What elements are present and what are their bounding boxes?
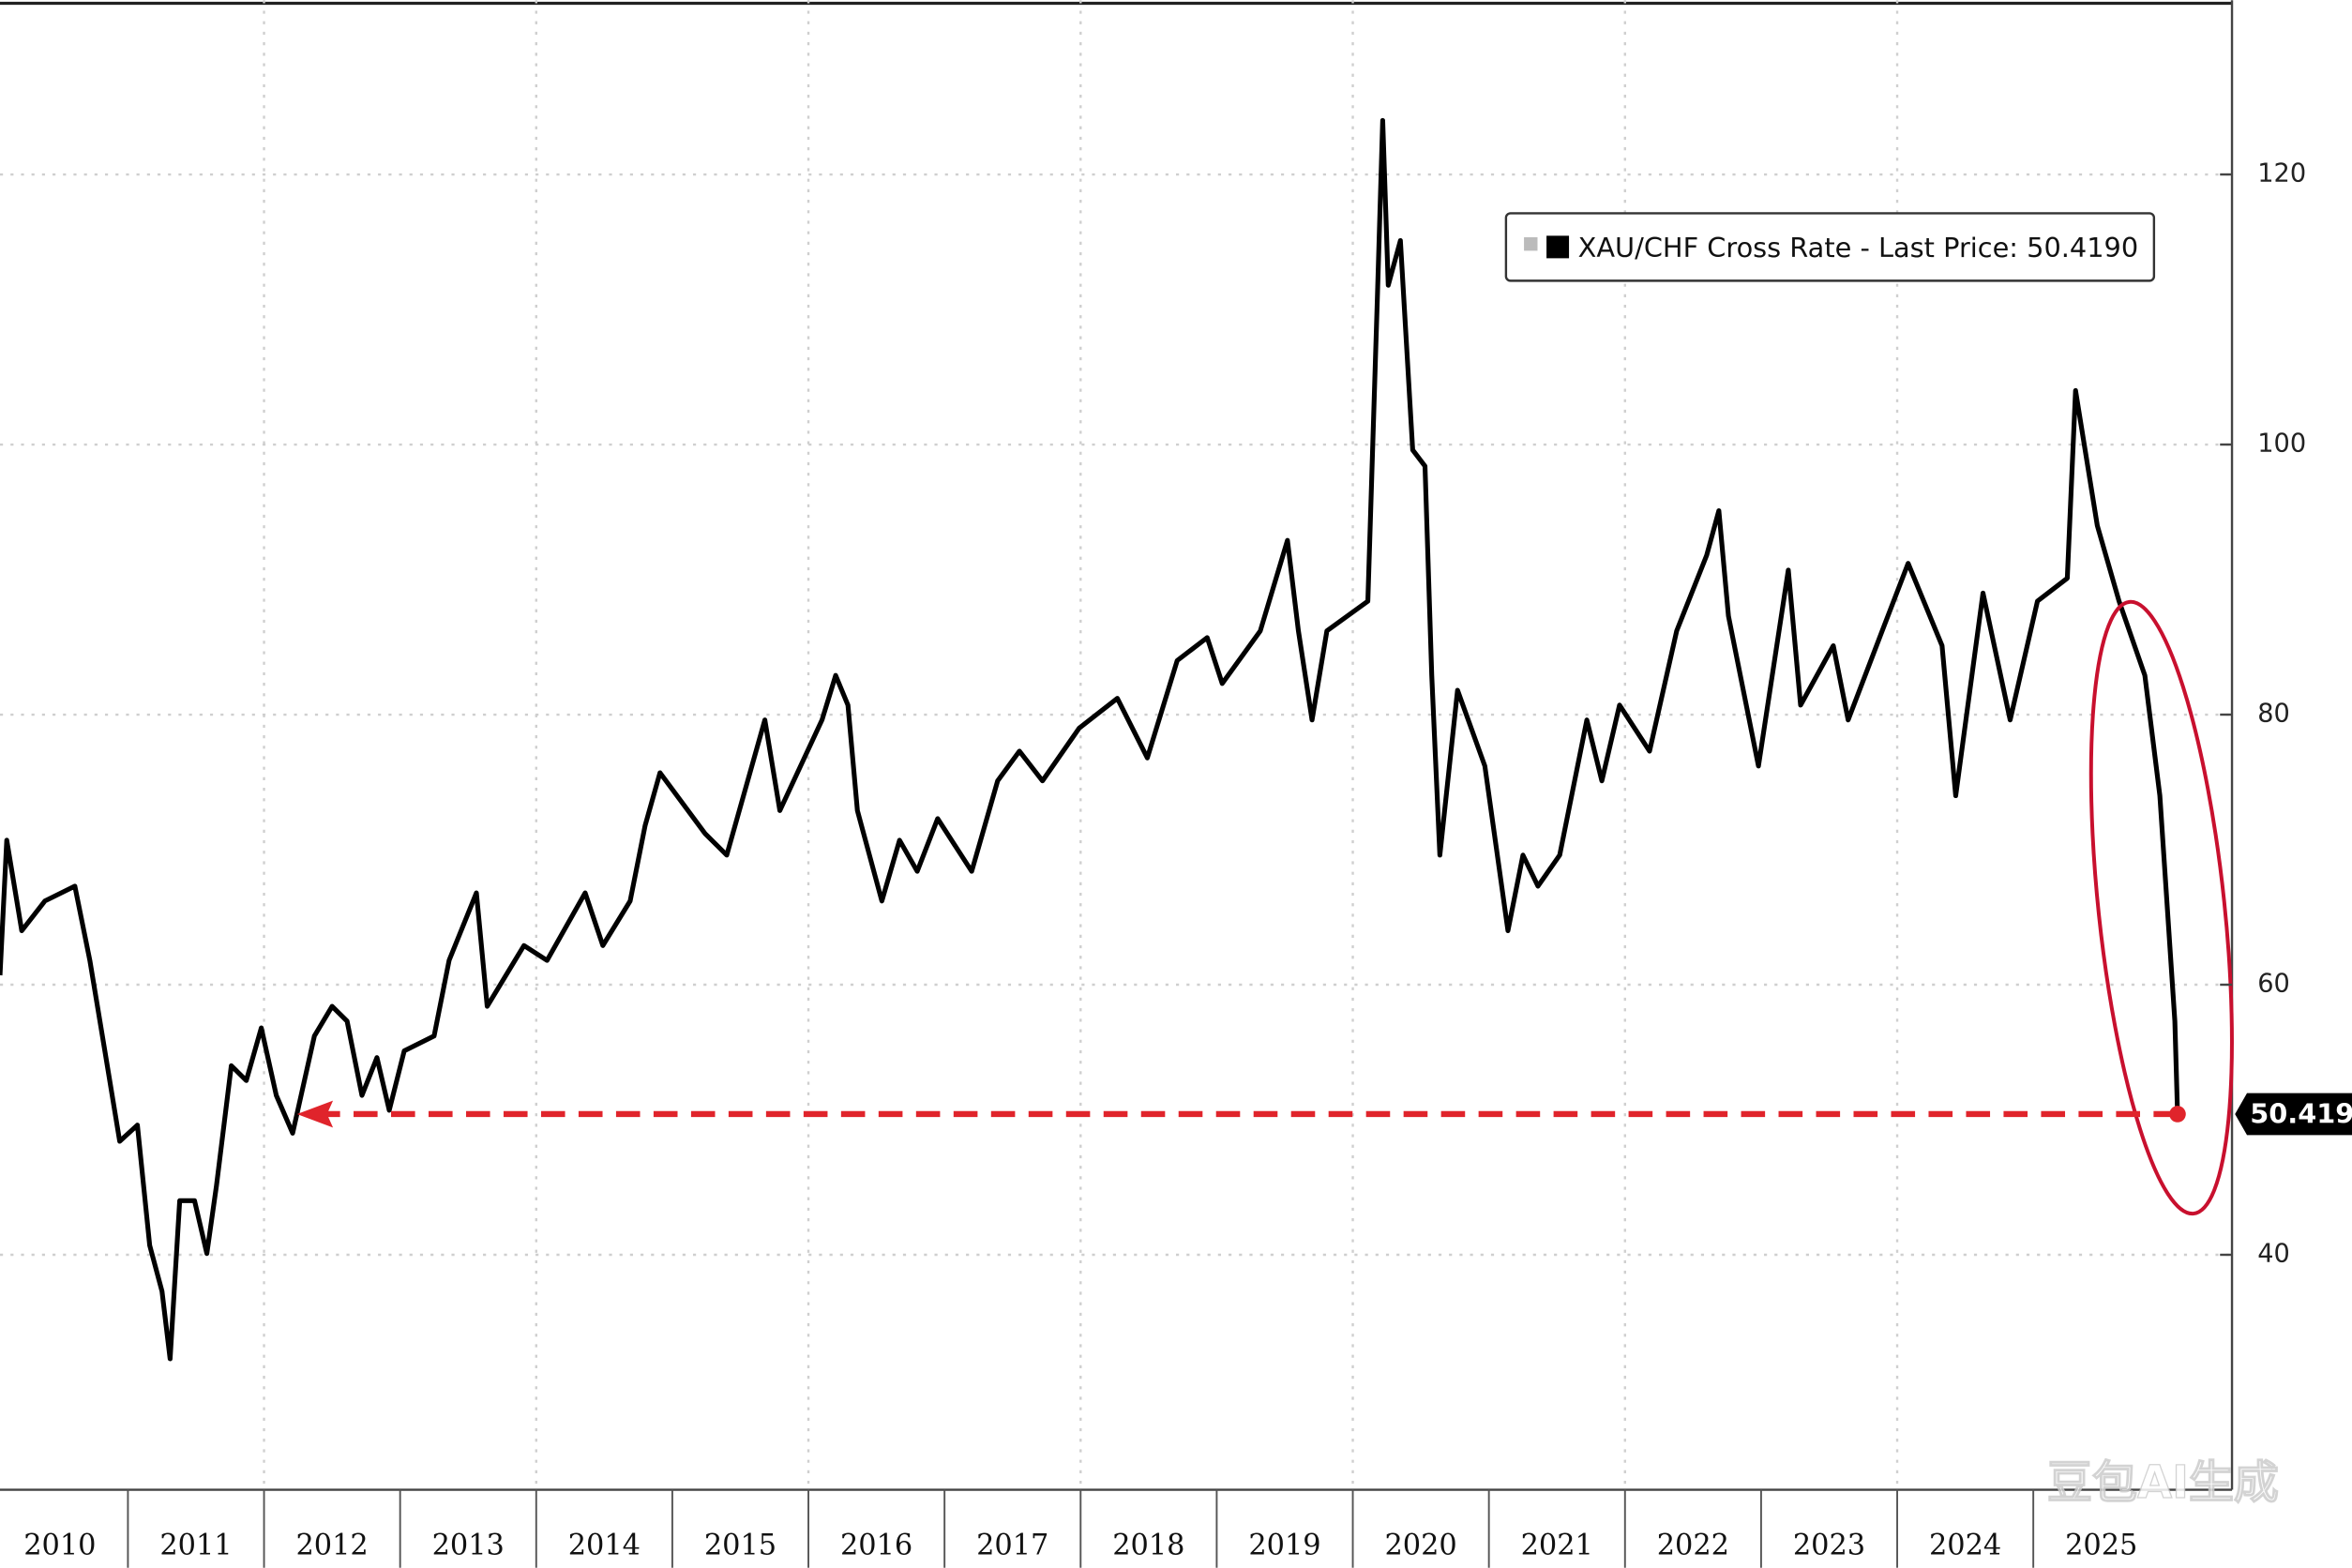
x-tick-label: 2018 bbox=[1112, 1529, 1184, 1561]
watermark: 豆包AI生成 bbox=[2047, 1456, 2279, 1509]
last-price-label: 50.4190 bbox=[2250, 1098, 2352, 1130]
highlight-ellipse bbox=[2088, 599, 2234, 1216]
legend-swatch-shadow bbox=[1524, 236, 1538, 251]
x-tick-label: 2020 bbox=[1384, 1529, 1456, 1561]
x-tick-label: 2011 bbox=[159, 1529, 232, 1561]
x-tick-label: 2013 bbox=[432, 1529, 505, 1561]
x-tick-label: 2015 bbox=[704, 1529, 776, 1561]
arrow-head bbox=[296, 1100, 334, 1128]
x-tick-label: 2019 bbox=[1248, 1529, 1320, 1561]
x-tick-label: 2024 bbox=[1929, 1529, 2001, 1561]
x-tick-label: 2016 bbox=[840, 1529, 912, 1561]
last-price-box bbox=[2235, 1093, 2352, 1136]
y-tick-label: 60 bbox=[2257, 970, 2290, 999]
x-tick-label: 2012 bbox=[295, 1529, 368, 1561]
x-tick-label: 2014 bbox=[568, 1529, 641, 1561]
legend-frame bbox=[1504, 212, 2156, 282]
grid bbox=[0, 0, 2233, 1490]
x-tick-label: 2022 bbox=[1657, 1529, 1729, 1561]
legend: XAU/CHF Cross Rate - Last Price: 50.4190 bbox=[1504, 212, 2156, 282]
last-point bbox=[2169, 1106, 2186, 1123]
x-tick-label: 2017 bbox=[976, 1529, 1048, 1561]
x-tick-label: 2010 bbox=[23, 1529, 96, 1561]
y-tick-label: 100 bbox=[2257, 430, 2306, 459]
y-tick-label: 40 bbox=[2257, 1240, 2290, 1269]
legend-label: XAU/CHF Cross Rate - Last Price: 50.4190 bbox=[1578, 232, 2139, 264]
y-tick-label: 120 bbox=[2257, 159, 2306, 188]
plot bbox=[0, 117, 2180, 1362]
price-line bbox=[0, 117, 2180, 1362]
y-tick-label: 80 bbox=[2257, 700, 2290, 729]
legend-swatch bbox=[1546, 235, 1570, 259]
x-tick-label: 2021 bbox=[1521, 1529, 1593, 1561]
x-tick-label: 2025 bbox=[2065, 1529, 2137, 1561]
x-tick-label: 2023 bbox=[1793, 1529, 1865, 1561]
